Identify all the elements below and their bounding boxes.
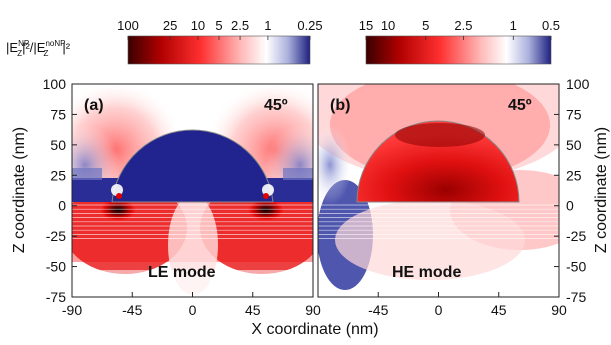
y-tick-label: 75 xyxy=(566,106,582,122)
y-tick-label: 25 xyxy=(50,167,66,183)
panel-a-angle: 45º xyxy=(264,97,288,114)
y-tick-label: -75 xyxy=(566,289,586,305)
colorbar-a: 100 25 10 5 2.5 1 0.25 xyxy=(117,18,323,65)
colorbar-tick-label: 1 xyxy=(510,18,517,33)
colorbar-tick-label: 1 xyxy=(264,18,271,33)
y-tick-label: -50 xyxy=(46,259,66,275)
panel-a-heatmap xyxy=(72,84,313,297)
x-tick-label: 45 xyxy=(491,302,507,318)
panel-b-label: (b) xyxy=(330,97,350,114)
colorbar-tick-label: 100 xyxy=(117,18,139,33)
y-axis-title-left: Z coordinate (nm) xyxy=(11,127,28,253)
x-tick-label: -45 xyxy=(122,302,142,318)
x-tick-label: 0 xyxy=(435,302,443,318)
y-tick-label: 100 xyxy=(566,76,590,92)
colorbar-tick-label: 15 xyxy=(359,18,373,33)
colorbar-tick-label: 25 xyxy=(163,18,177,33)
x-tick-label: 0 xyxy=(189,302,197,318)
colorbar-tick-label: 0.5 xyxy=(542,18,560,33)
x-tick-label: 90 xyxy=(305,302,321,318)
colorbar-tick-label: 10 xyxy=(191,18,205,33)
y-tick-label: -25 xyxy=(566,228,586,244)
panel-b-mode: HE mode xyxy=(392,264,461,281)
colorbar-b: 15 10 5 2.5 1 0.5 xyxy=(359,18,560,65)
y-tick-label: 100 xyxy=(43,76,67,92)
y-tick-label: -50 xyxy=(566,259,586,275)
y-tick-label: 0 xyxy=(566,198,574,214)
colorbar-tick-label: 2.5 xyxy=(454,18,472,33)
colorbar-tick-label: 5 xyxy=(215,18,222,33)
y-tick-label: -25 xyxy=(46,228,66,244)
x-axis-title: X coordinate (nm) xyxy=(251,321,378,338)
x-tick-label: -90 xyxy=(62,302,82,318)
colorbar-label: |ENP Z|²/|EnoNP Z |² xyxy=(6,39,71,58)
x-tick-label: 90 xyxy=(551,302,567,318)
colorbar-tick-label: 5 xyxy=(422,18,429,33)
colorbar-tick-label: 0.25 xyxy=(297,18,322,33)
y-tick-label: 50 xyxy=(50,137,66,153)
y-tick-label: 25 xyxy=(566,167,582,183)
panel-b-angle: 45º xyxy=(508,97,532,114)
y-tick-label: 0 xyxy=(58,198,66,214)
panel-a-mode: LE mode xyxy=(148,264,216,281)
panel-b-heatmap xyxy=(318,84,559,297)
y-tick-label: 50 xyxy=(566,137,582,153)
y-tick-label: -75 xyxy=(46,289,66,305)
colorbar-tick-label: 10 xyxy=(381,18,395,33)
panel-a-label: (a) xyxy=(84,97,104,114)
y-tick-label: 75 xyxy=(50,106,66,122)
x-tick-label: 45 xyxy=(245,302,261,318)
x-tick-label: -45 xyxy=(368,302,388,318)
y-axis-title-right: Z coordinate (nm) xyxy=(593,127,610,253)
colorbar-tick-label: 2.5 xyxy=(231,18,249,33)
